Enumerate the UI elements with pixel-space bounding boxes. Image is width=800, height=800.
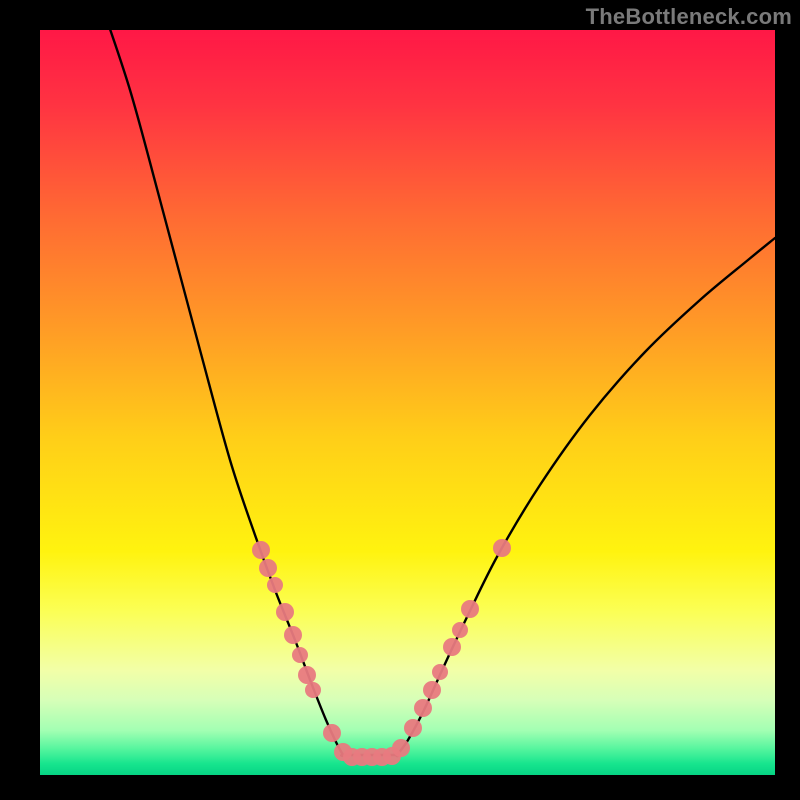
marker-dot <box>292 647 308 663</box>
marker-dot <box>267 577 283 593</box>
marker-dot <box>276 603 294 621</box>
marker-dot <box>404 719 422 737</box>
marker-dot <box>323 724 341 742</box>
marker-dot <box>423 681 441 699</box>
marker-dot <box>252 541 270 559</box>
marker-dot <box>443 638 461 656</box>
marker-dot <box>392 739 410 757</box>
figure-root: TheBottleneck.com <box>0 0 800 800</box>
marker-dot <box>493 539 511 557</box>
marker-dot <box>461 600 479 618</box>
plot-background <box>40 30 775 775</box>
attribution-label: TheBottleneck.com <box>586 4 792 30</box>
marker-dot <box>259 559 277 577</box>
marker-dot <box>298 666 316 684</box>
marker-dot <box>284 626 302 644</box>
marker-dot <box>414 699 432 717</box>
marker-dot <box>432 664 448 680</box>
marker-dot <box>452 622 468 638</box>
marker-dot <box>305 682 321 698</box>
chart-svg <box>0 0 800 800</box>
